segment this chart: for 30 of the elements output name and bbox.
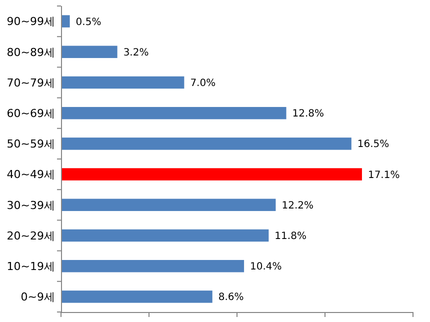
bar <box>61 76 184 89</box>
data-label: 0.5% <box>76 16 102 28</box>
data-label: 3.2% <box>123 47 149 58</box>
data-label: 7.0% <box>190 78 216 89</box>
data-label: 12.8% <box>292 108 324 120</box>
bar <box>61 260 244 272</box>
y-tick-label: 60~69세 <box>6 106 55 120</box>
bar <box>61 229 269 242</box>
data-label: 16.5% <box>357 139 390 150</box>
bar <box>61 15 70 28</box>
bar <box>61 290 212 303</box>
data-label: 11.8% <box>274 231 306 242</box>
y-tick-label: 0~9세 <box>20 290 55 304</box>
data-label: 12.2% <box>282 200 314 212</box>
y-tick-label: 50~59세 <box>6 138 55 151</box>
y-tick-label: 90~99세 <box>6 15 55 28</box>
bar <box>61 168 362 180</box>
y-tick-label: 80~89세 <box>6 46 55 59</box>
bar <box>61 138 352 150</box>
data-label: 17.1% <box>368 170 400 181</box>
y-tick-label: 10~19세 <box>6 260 55 273</box>
data-label: 10.4% <box>250 262 282 273</box>
bar <box>61 46 118 58</box>
y-tick-label: 30~39세 <box>6 198 55 212</box>
y-tick-label: 20~29세 <box>6 229 55 242</box>
y-tick-label: 70~79세 <box>6 76 55 90</box>
bar <box>61 198 276 212</box>
data-label: 8.6% <box>218 292 244 304</box>
bar <box>61 106 286 120</box>
y-tick-label: 40~49세 <box>6 168 55 182</box>
